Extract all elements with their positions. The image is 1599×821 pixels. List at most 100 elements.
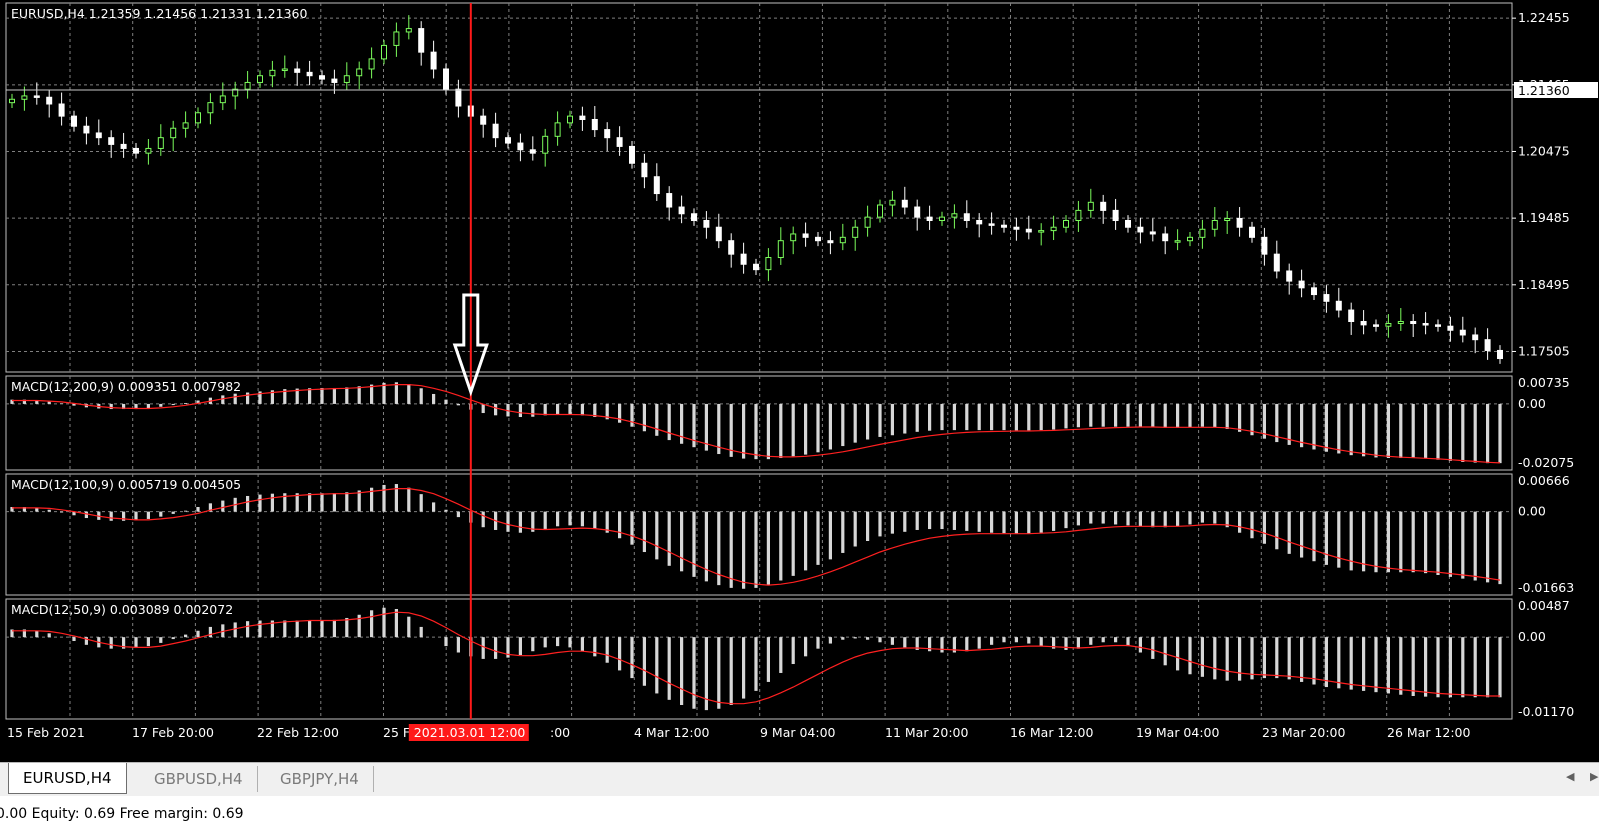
macd-axis-label: 0.00 [1518, 629, 1546, 644]
candle-bull [542, 135, 549, 154]
candle-bull [864, 216, 871, 228]
candle-bear [517, 142, 524, 151]
candle-bear [505, 137, 511, 144]
tab-gbpjpy-h4[interactable]: GBPJPY,H4 [266, 766, 374, 792]
time-axis-label: 4 Mar 12:00 [634, 725, 710, 740]
candle-bear [1447, 325, 1454, 331]
candle-bull [567, 115, 573, 124]
macd-axis-label: 0.00487 [1518, 598, 1570, 613]
candle-bear [443, 68, 449, 90]
candle-bear [678, 206, 685, 215]
candle-bear [728, 240, 735, 255]
time-axis-label: 15 Feb 2021 [7, 725, 85, 740]
pane-frame-0 [5, 2, 1513, 373]
tab-eurusd-h4[interactable]: EURUSD,H4 [8, 763, 127, 794]
macd-label: MACD(12,100,9) 0.005719 0.004505 [11, 477, 241, 492]
candle-bull [257, 75, 263, 83]
candle-bull [1050, 226, 1057, 232]
candle-bull [765, 257, 772, 271]
candle-bear [641, 162, 648, 178]
macd-axis-label: 0.00 [1518, 396, 1546, 411]
candle-bull [393, 31, 400, 46]
candle-bear [1001, 224, 1007, 228]
candle-bull [1075, 209, 1082, 221]
chart-canvas[interactable]: 1.224551.214651.204751.194851.184951.175… [0, 0, 1599, 762]
candle-bear [815, 236, 821, 242]
candle-bull [244, 81, 251, 90]
symbol-header: EURUSD,H4 1.21359 1.21456 1.21331 1.2136… [11, 6, 307, 21]
tab-gbpusd-h4[interactable]: GBPUSD,H4 [140, 766, 258, 792]
price-axis-label: 1.19485 [1518, 210, 1570, 225]
candle-bull [889, 199, 896, 206]
price-axis-label: 1.20475 [1518, 143, 1570, 158]
time-axis-label: 23 Mar 20:00 [1262, 725, 1346, 740]
candle-bull [1174, 240, 1181, 243]
candle-bull [1199, 228, 1206, 238]
macd-histogram [10, 382, 1502, 464]
candle-bull [852, 226, 859, 238]
macd-axis-label: -0.02075 [1518, 455, 1574, 470]
chart-window[interactable]: 1.224551.214651.204751.194851.184951.175… [0, 0, 1599, 762]
candlestick-series [9, 15, 1503, 364]
candle-bear [1311, 287, 1317, 296]
candle-bear [480, 115, 487, 125]
candle-bear [988, 223, 995, 226]
candle-bear [1100, 201, 1107, 211]
candle-bull [554, 122, 561, 137]
candle-bear [1435, 324, 1441, 327]
candle-bear [926, 216, 933, 221]
pane-frame-2 [5, 473, 1513, 596]
candle-bear [1025, 228, 1032, 233]
candle-bear [331, 78, 338, 83]
time-axis-label: 16 Mar 12:00 [1010, 725, 1094, 740]
candle-bear [1137, 226, 1144, 233]
candle-bull [1063, 219, 1069, 228]
macd-axis-label: -0.01170 [1518, 704, 1574, 719]
candle-bear [666, 193, 673, 208]
candle-bear [1484, 339, 1491, 351]
time-axis-label: :00 [550, 725, 570, 740]
macd-histogram [10, 484, 1502, 589]
candle-bull [877, 204, 883, 218]
account-status-text: 0.00 Equity: 0.69 Free margin: 0.69 [0, 806, 244, 821]
candle-bear [1459, 329, 1466, 336]
candle-bull [381, 44, 387, 60]
candle-bear [33, 95, 40, 98]
cursor-time-badge [408, 724, 529, 741]
candle-bear [963, 213, 970, 221]
macd-signal-line [12, 611, 1500, 705]
candle-bear [653, 176, 660, 195]
tab-scroll-left-icon[interactable]: ◀ [1566, 770, 1575, 783]
candle-bear [976, 219, 983, 225]
candle-bear [418, 28, 425, 53]
candle-bear [1323, 294, 1330, 302]
macd-axis-label: -0.01663 [1518, 580, 1574, 595]
macd-label: MACD(12,50,9) 0.003089 0.002072 [11, 602, 233, 617]
candle-bear [95, 132, 102, 139]
candle-bull [145, 147, 152, 154]
time-axis-label: 17 Feb 20:00 [132, 725, 214, 740]
cursor-time-label: 2021.03.01 12:00 [414, 725, 526, 740]
candle-bear [455, 88, 462, 107]
candle-bull [1187, 236, 1193, 242]
candle-bull [232, 88, 239, 97]
macd-label: MACD(12,200,9) 0.009351 0.007982 [11, 379, 241, 394]
candle-bear [1360, 320, 1367, 326]
candle-bull [195, 112, 201, 124]
candle-bull [1211, 219, 1218, 230]
candle-bear [83, 125, 90, 134]
candle-bear [1410, 320, 1417, 325]
candle-bear [1298, 280, 1305, 289]
candle-bear [802, 233, 809, 238]
candle-bull [1224, 217, 1231, 221]
tab-scroll-right-icon[interactable]: ▶ [1590, 770, 1599, 783]
candle-bear [591, 118, 598, 131]
candle-bear [1335, 300, 1342, 311]
candle-bear [108, 137, 115, 145]
candle-bear [120, 143, 127, 149]
candle-bear [827, 240, 834, 244]
pane-frame-1 [5, 375, 1513, 471]
pane-frame-3 [5, 598, 1513, 720]
terminal-status-bar: 0.00 Equity: 0.69 Free margin: 0.69 [0, 796, 1599, 821]
candle-bear [740, 253, 747, 265]
